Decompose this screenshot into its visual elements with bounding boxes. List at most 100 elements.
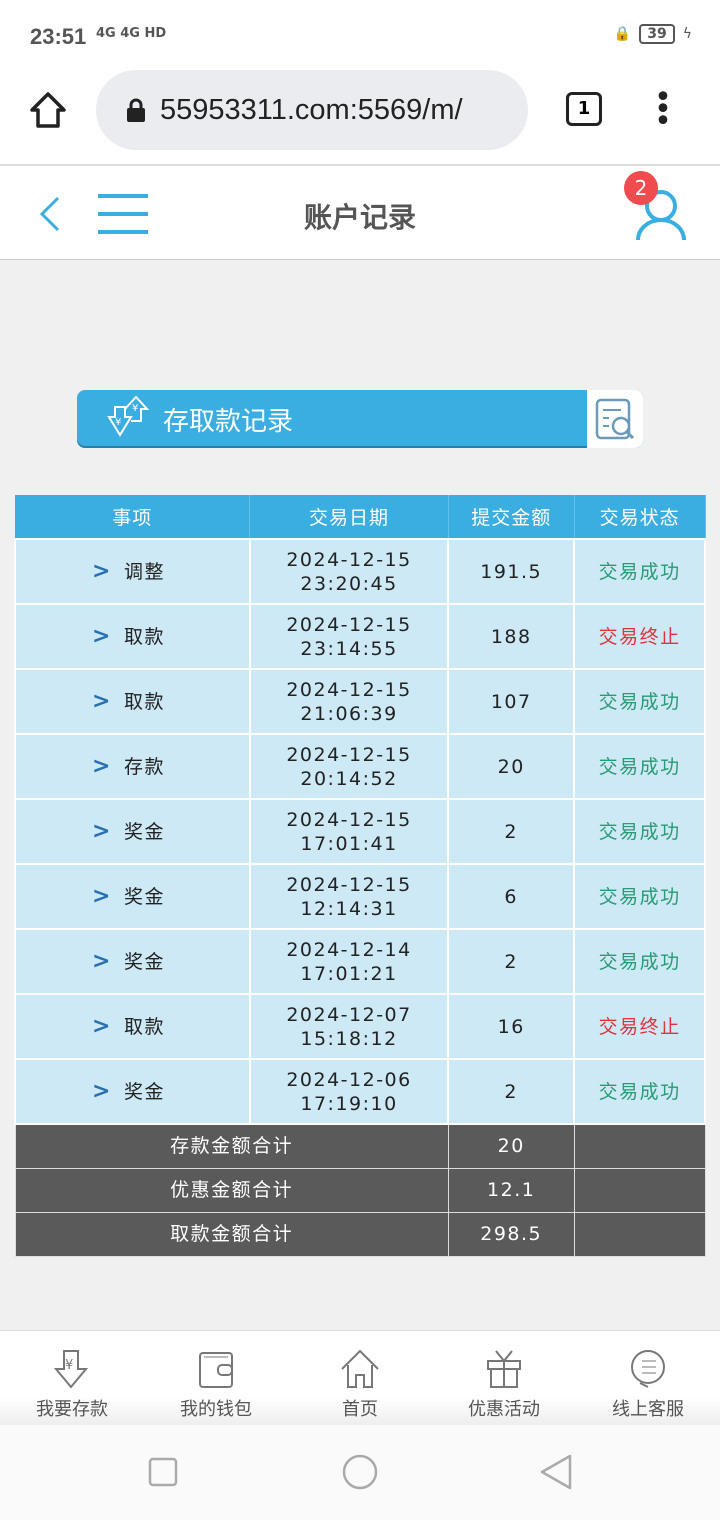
home-button-icon[interactable] bbox=[341, 1453, 379, 1491]
nav-item[interactable]: 线上客服 bbox=[576, 1331, 720, 1425]
summary-row: 存款金额合计 20 bbox=[14, 1123, 706, 1169]
time: 17:01:21 bbox=[300, 962, 398, 985]
table-row[interactable]: > 取款 2024-12-07 15:18:12 16 交易终止 bbox=[14, 993, 706, 1060]
item-type: 取款 bbox=[123, 625, 165, 648]
chevron-right-icon: > bbox=[92, 818, 112, 844]
amount-cell: 2 bbox=[447, 1058, 576, 1125]
nav-item[interactable]: 首页 bbox=[288, 1331, 432, 1425]
table-row[interactable]: > 取款 2024-12-15 23:14:55 188 交易终止 bbox=[14, 603, 706, 670]
table-row[interactable]: > 奖金 2024-12-14 17:01:21 2 交易成功 bbox=[14, 928, 706, 995]
url-text: 55953311.com:5569/m/ bbox=[160, 93, 463, 126]
summary-empty bbox=[573, 1167, 706, 1213]
back-icon[interactable] bbox=[36, 194, 64, 234]
item-cell[interactable]: > 奖金 bbox=[14, 1058, 251, 1125]
clock: 23:51 bbox=[30, 24, 87, 49]
document-search-icon bbox=[595, 398, 635, 440]
column-header: 提交金额 bbox=[448, 495, 575, 539]
battery-icon: 39 bbox=[639, 24, 675, 44]
date: 2024-12-15 bbox=[286, 613, 412, 636]
amount-cell: 16 bbox=[447, 993, 576, 1060]
date: 2024-12-15 bbox=[286, 743, 412, 766]
status-cell: 交易终止 bbox=[573, 603, 706, 670]
item-cell[interactable]: > 奖金 bbox=[14, 798, 251, 865]
back-button-icon[interactable] bbox=[538, 1453, 574, 1491]
time: 20:14:52 bbox=[300, 767, 398, 790]
item-cell[interactable]: > 取款 bbox=[14, 603, 251, 670]
date-cell: 2024-12-14 17:01:21 bbox=[248, 928, 450, 995]
table-row[interactable]: > 奖金 2024-12-15 12:14:31 6 交易成功 bbox=[14, 863, 706, 930]
summary-label: 存款金额合计 bbox=[14, 1123, 449, 1169]
home-icon[interactable] bbox=[28, 90, 68, 130]
hamburger-menu-icon[interactable] bbox=[98, 194, 148, 234]
date: 2024-12-07 bbox=[286, 1003, 412, 1026]
status-cell: 交易成功 bbox=[573, 798, 706, 865]
table-row[interactable]: > 存款 2024-12-15 20:14:52 20 交易成功 bbox=[14, 733, 706, 800]
nav-item[interactable]: ¥ 我要存款 bbox=[0, 1331, 144, 1425]
more-menu-icon[interactable]: • • • bbox=[654, 80, 672, 139]
browser-toolbar: 55953311.com:5569/m/ 1 • • • bbox=[0, 70, 720, 166]
wallet-icon bbox=[199, 1352, 233, 1388]
status-cell: 交易成功 bbox=[573, 1058, 706, 1125]
table-row[interactable]: > 奖金 2024-12-15 17:01:41 2 交易成功 bbox=[14, 798, 706, 865]
time: 12:14:31 bbox=[300, 897, 398, 920]
item-type: 取款 bbox=[123, 1015, 165, 1038]
item-type: 奖金 bbox=[123, 1080, 165, 1103]
home-icon bbox=[341, 1349, 379, 1388]
date-cell: 2024-12-15 21:06:39 bbox=[248, 668, 450, 735]
status-cell: 交易终止 bbox=[573, 993, 706, 1060]
user-icon[interactable] bbox=[634, 188, 688, 242]
status-cell: 交易成功 bbox=[573, 668, 706, 735]
amount-cell: 2 bbox=[447, 928, 576, 995]
chevron-right-icon: > bbox=[92, 623, 112, 649]
date: 2024-12-15 bbox=[286, 808, 412, 831]
summary-label: 优惠金额合计 bbox=[14, 1167, 449, 1213]
column-header: 事项 bbox=[15, 495, 251, 539]
bottom-nav: ¥ 我要存款 我的钱包 首页 优惠活动 线上客服 bbox=[0, 1330, 720, 1425]
nav-item[interactable]: 优惠活动 bbox=[432, 1331, 576, 1425]
amount-cell: 188 bbox=[447, 603, 576, 670]
amount-cell: 2 bbox=[447, 798, 576, 865]
table-row[interactable]: > 取款 2024-12-15 21:06:39 107 交易成功 bbox=[14, 668, 706, 735]
date: 2024-12-15 bbox=[286, 873, 412, 896]
page-header: 账户记录 bbox=[0, 166, 720, 260]
summary-empty bbox=[573, 1211, 706, 1257]
tab-switcher-button[interactable]: 1 bbox=[566, 92, 602, 126]
summary-value: 12.1 bbox=[447, 1167, 575, 1213]
chevron-right-icon: > bbox=[92, 753, 112, 779]
status-cell: 交易成功 bbox=[573, 863, 706, 930]
recent-apps-icon[interactable] bbox=[148, 1457, 178, 1487]
chevron-right-icon: > bbox=[92, 558, 112, 584]
records-table: 事项 交易日期 提交金额 交易状态 > 调整 2024-12-15 23:20:45 19… bbox=[14, 495, 706, 1257]
table-row[interactable]: > 调整 2024-12-15 23:20:45 191.5 交易成功 bbox=[14, 538, 706, 605]
search-records-button[interactable] bbox=[587, 390, 643, 448]
item-cell[interactable]: > 存款 bbox=[14, 733, 251, 800]
nav-label: 我要存款 bbox=[36, 1399, 108, 1420]
summary-label: 取款金额合计 bbox=[14, 1211, 449, 1257]
nav-label: 线上客服 bbox=[612, 1399, 684, 1420]
time: 21:06:39 bbox=[300, 702, 398, 725]
address-bar[interactable]: 55953311.com:5569/m/ bbox=[96, 70, 528, 150]
summary-value: 20 bbox=[447, 1123, 575, 1169]
item-cell[interactable]: > 取款 bbox=[14, 993, 251, 1060]
svg-text:¥: ¥ bbox=[132, 403, 138, 414]
table-row[interactable]: > 奖金 2024-12-06 17:19:10 2 交易成功 bbox=[14, 1058, 706, 1125]
chevron-right-icon: > bbox=[92, 948, 112, 974]
item-cell[interactable]: > 调整 bbox=[14, 538, 251, 605]
amount-cell: 107 bbox=[447, 668, 576, 735]
date-cell: 2024-12-15 23:20:45 bbox=[248, 538, 450, 605]
page-title: 账户记录 bbox=[303, 201, 416, 234]
date: 2024-12-15 bbox=[286, 548, 412, 571]
nav-label: 优惠活动 bbox=[468, 1399, 540, 1420]
nav-item[interactable]: 我的钱包 bbox=[144, 1331, 288, 1425]
date-cell: 2024-12-07 15:18:12 bbox=[248, 993, 450, 1060]
chevron-right-icon: > bbox=[92, 883, 112, 909]
deposit-withdraw-icon: ¥¥ bbox=[107, 395, 150, 437]
nav-label: 首页 bbox=[342, 1399, 378, 1420]
item-cell[interactable]: > 取款 bbox=[14, 668, 251, 735]
chevron-right-icon: > bbox=[92, 1078, 112, 1104]
item-cell[interactable]: > 奖金 bbox=[14, 928, 251, 995]
item-cell[interactable]: > 奖金 bbox=[14, 863, 251, 930]
status-cell: 交易成功 bbox=[573, 538, 706, 605]
status-bar: 23:51 4G 4G HD 🔒 39 ϟ bbox=[0, 0, 720, 70]
date: 2024-12-14 bbox=[286, 938, 412, 961]
